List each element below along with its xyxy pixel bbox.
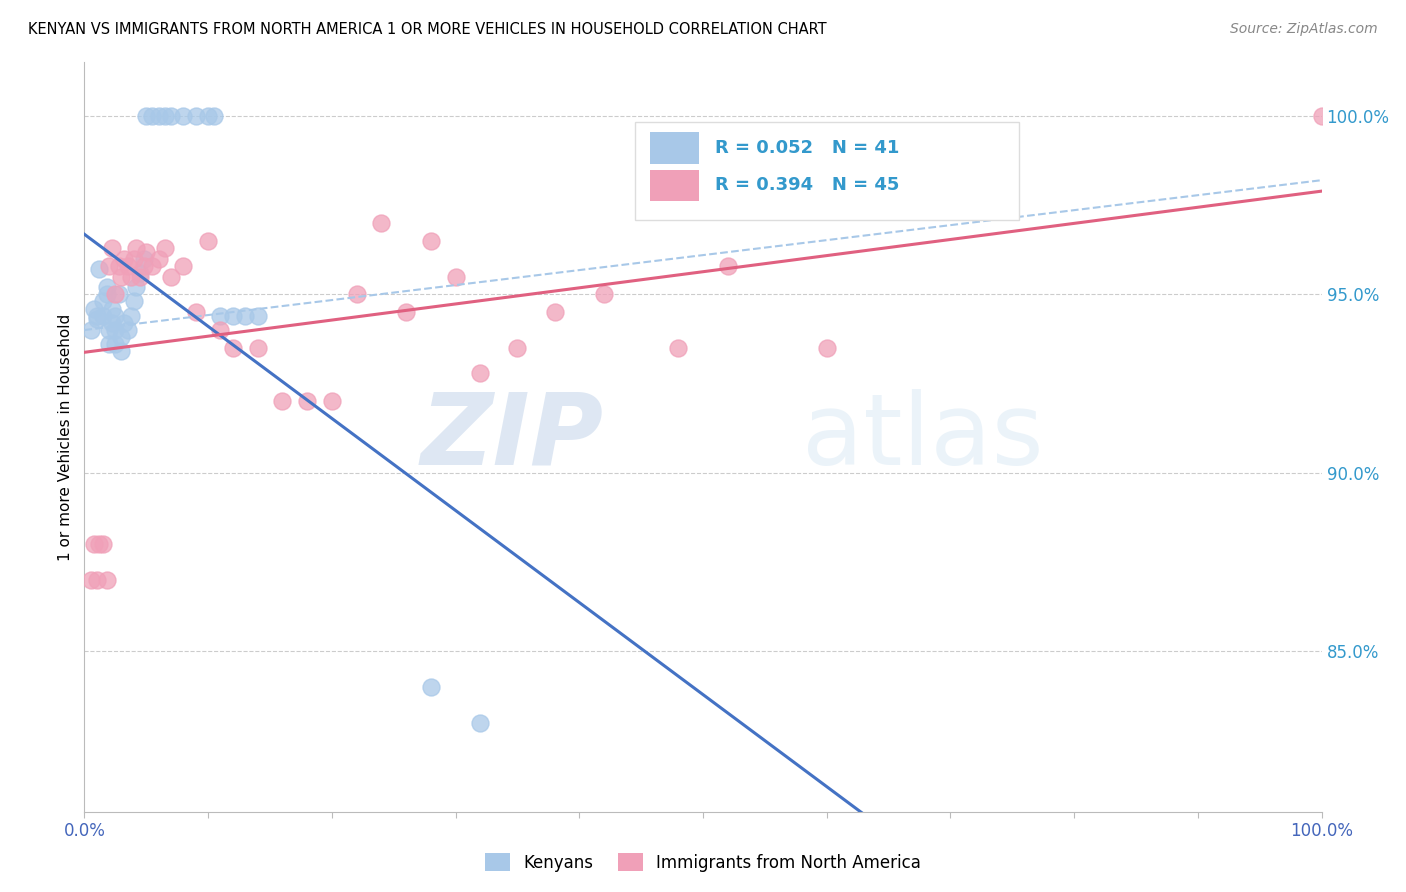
Point [108,287,131,301]
Point [543,305,565,319]
Point [209,323,232,337]
Point [444,269,467,284]
Point [104,309,127,323]
Point [815,341,838,355]
Point [79,573,101,587]
Point [104,337,127,351]
Point [172,259,194,273]
Point [197,234,219,248]
Point [91,309,114,323]
Point [346,287,368,301]
Point [148,252,170,266]
Point [419,234,441,248]
Point [120,309,142,323]
Point [506,341,529,355]
Point [132,259,155,273]
Point [129,266,152,280]
Point [246,341,269,355]
Point [370,216,392,230]
Point [120,269,142,284]
Point [100,301,122,316]
Point [112,252,135,266]
Point [271,394,294,409]
Point [172,109,194,123]
FancyBboxPatch shape [636,122,1018,219]
Point [141,109,163,123]
Point [202,109,225,123]
Point [132,252,155,266]
Point [110,269,132,284]
Point [135,244,157,259]
Point [125,280,148,294]
Point [135,109,157,123]
Point [110,344,132,359]
Point [122,294,145,309]
Point [96,287,118,301]
Point [666,341,689,355]
Point [91,537,114,551]
Point [104,323,127,337]
Point [593,287,616,301]
Point [160,109,183,123]
Point [184,305,207,319]
Point [222,341,245,355]
Point [79,323,101,337]
Point [184,109,207,123]
Point [153,241,176,255]
Point [86,312,108,326]
Point [246,309,269,323]
Point [295,394,318,409]
Point [96,573,118,587]
Point [98,259,121,273]
Point [100,316,122,330]
Point [395,305,418,319]
Point [233,309,256,323]
Point [1310,109,1333,123]
Point [129,269,152,284]
Point [153,109,176,123]
Point [122,252,145,266]
Point [117,323,139,337]
Text: R = 0.394   N = 45: R = 0.394 N = 45 [716,177,900,194]
Point [470,366,492,380]
Point [117,259,139,273]
Text: ZIP: ZIP [420,389,605,485]
Text: KENYAN VS IMMIGRANTS FROM NORTH AMERICA 1 OR MORE VEHICLES IN HOUSEHOLD CORRELAT: KENYAN VS IMMIGRANTS FROM NORTH AMERICA … [28,22,827,37]
Text: atlas: atlas [801,389,1043,485]
Point [110,330,132,344]
Text: Source: ZipAtlas.com: Source: ZipAtlas.com [1230,22,1378,37]
Point [141,259,163,273]
Point [108,259,131,273]
Point [148,109,170,123]
Text: R = 0.052   N = 41: R = 0.052 N = 41 [716,139,900,157]
Point [89,537,111,551]
Point [321,394,343,409]
Point [96,280,118,294]
Point [717,259,740,273]
Point [100,241,122,255]
Point [91,294,114,309]
Point [112,316,135,330]
FancyBboxPatch shape [650,132,699,163]
Point [125,241,148,255]
Point [222,309,245,323]
Point [419,680,441,694]
Point [89,262,111,277]
FancyBboxPatch shape [650,169,699,201]
Point [83,301,105,316]
Point [209,309,232,323]
Point [98,337,121,351]
Point [83,537,105,551]
Legend: Kenyans, Immigrants from North America: Kenyans, Immigrants from North America [478,847,928,879]
Point [160,269,183,284]
Point [98,323,121,337]
Point [104,287,127,301]
Point [86,573,108,587]
Point [86,309,108,323]
Y-axis label: 1 or more Vehicles in Household: 1 or more Vehicles in Household [58,313,73,561]
Point [197,109,219,123]
Point [470,715,492,730]
